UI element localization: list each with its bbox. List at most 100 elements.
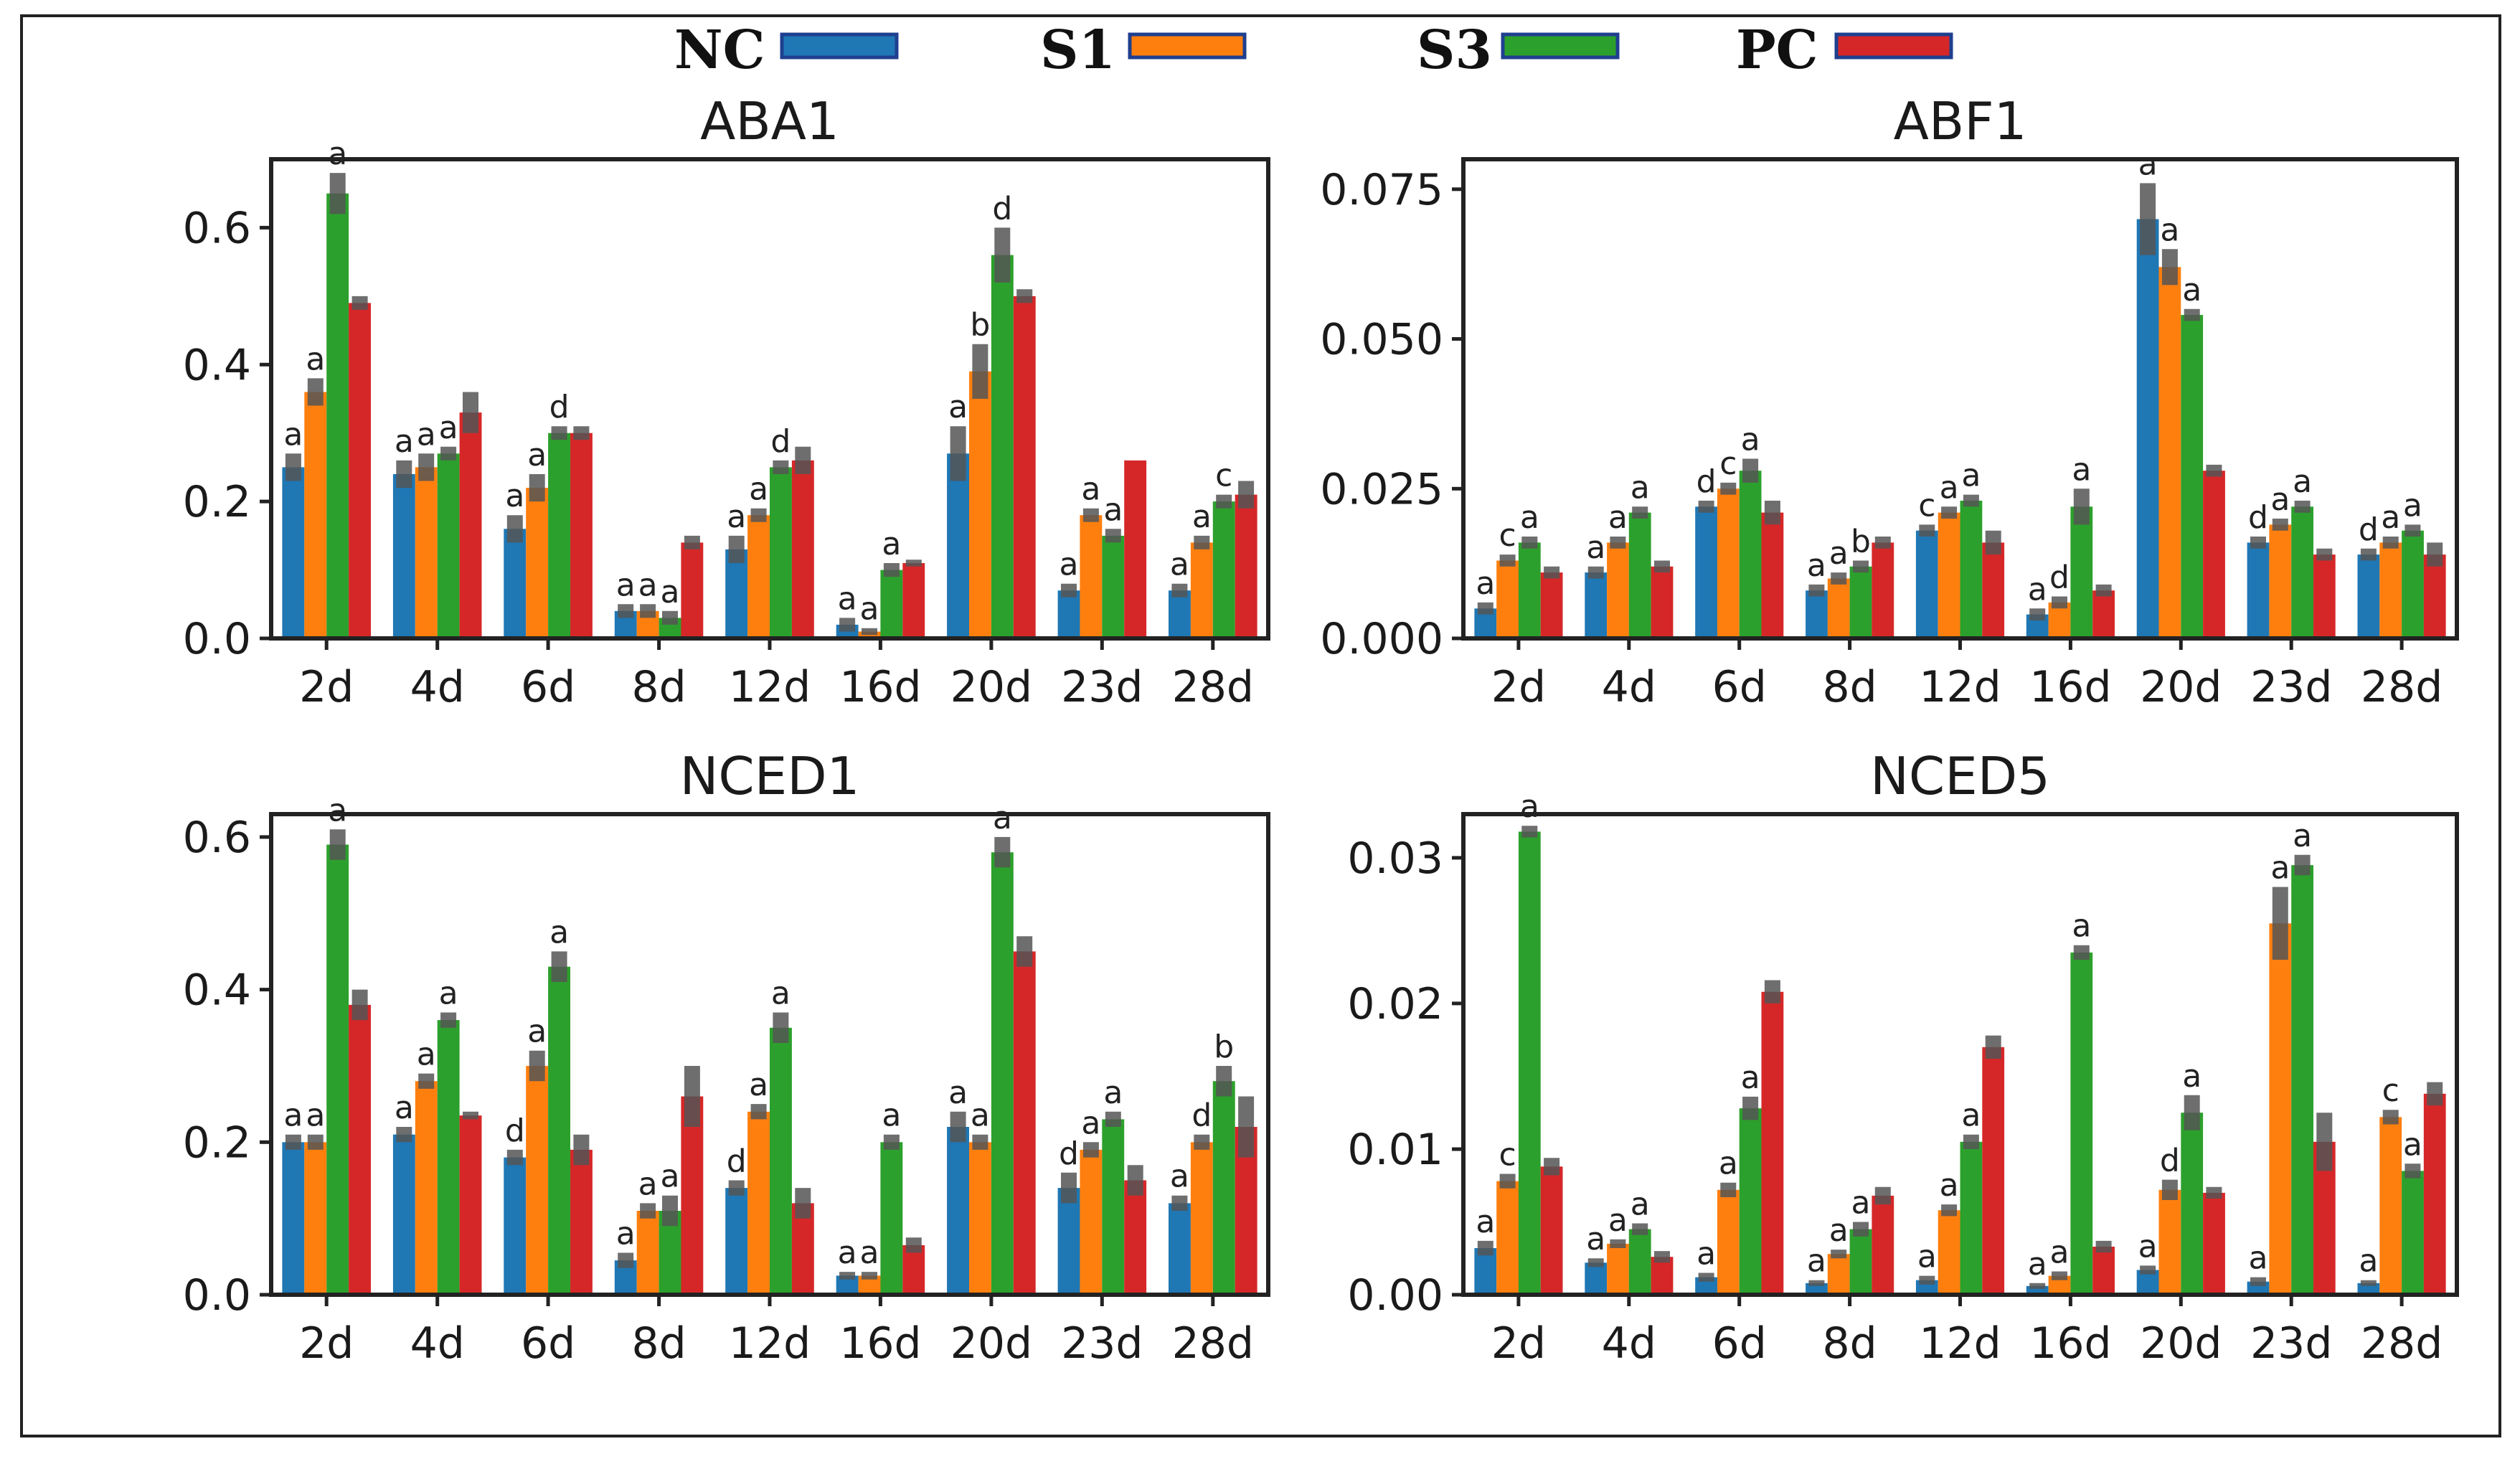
bar-aba1-pc-12d (791, 460, 814, 638)
bar-nced5-s1-2d (1496, 1181, 1519, 1295)
bar-abf1-pc-2d (1540, 572, 1563, 638)
bar-abf1-s3-16d (2070, 506, 2093, 638)
sig-label-nced1-s1-20d: a (971, 1097, 990, 1134)
sig-label-abf1-s3-23d: a (2293, 463, 2312, 500)
sig-label-nced5-nc-6d: a (1696, 1236, 1716, 1273)
legend-swatch-pc (1834, 32, 1953, 60)
ytick-label-nced5: 0.00 (1347, 1270, 1443, 1321)
sig-label-abf1-s1-8d: a (1829, 535, 1849, 572)
bar-nced5-pc-2d (1540, 1166, 1563, 1295)
xtick-label-nced1-23d: 23d (1061, 1318, 1143, 1369)
ytick-label-abf1: 0.025 (1320, 464, 1443, 514)
bar-aba1-pc-6d (570, 433, 593, 638)
xtick-label-nced5-16d: 16d (2029, 1318, 2111, 1369)
ytick-label-aba1: 0.0 (183, 614, 251, 664)
sig-label-abf1-nc-12d: c (1918, 487, 1935, 524)
sig-label-nced5-nc-2d: a (1476, 1204, 1495, 1240)
bar-aba1-pc-8d (681, 542, 704, 638)
sig-label-abf1-s3-2d: a (1520, 499, 1539, 536)
sig-label-aba1-nc-23d: a (1060, 547, 1079, 583)
bar-nced5-pc-16d (2092, 1247, 2115, 1295)
bar-nced1-s1-23d (1080, 1149, 1103, 1295)
sig-label-abf1-s3-12d: a (1961, 458, 1981, 494)
bar-aba1-s1-16d (858, 631, 881, 638)
sig-label-aba1-s1-12d: a (749, 471, 768, 508)
bar-aba1-s3-6d (548, 433, 570, 638)
sig-label-nced5-s1-4d: a (1608, 1202, 1628, 1239)
sig-label-nced1-s3-8d: a (661, 1158, 680, 1195)
bar-nced1-s3-2d (326, 844, 349, 1295)
bar-nced5-s1-20d (2158, 1189, 2181, 1295)
sig-label-abf1-nc-6d: d (1696, 463, 1717, 500)
legend-label-s3: S3 (1417, 19, 1492, 81)
sig-label-nced5-s1-28d: c (2382, 1072, 2399, 1109)
bar-abf1-nc-6d (1695, 506, 1717, 638)
sig-label-nced5-nc-28d: a (2359, 1243, 2378, 1280)
panel-title-aba1: ABA1 (700, 91, 839, 151)
bar-nced5-s3-2d (1518, 831, 1541, 1295)
sig-label-nced1-s1-23d: a (1081, 1105, 1100, 1141)
bar-abf1-s1-12d (1938, 512, 1960, 638)
sig-label-abf1-nc-28d: d (2359, 511, 2379, 548)
sig-label-nced5-s1-2d: c (1499, 1137, 1516, 1174)
sig-label-nced5-s3-4d: a (1631, 1186, 1650, 1223)
bar-abf1-pc-6d (1761, 512, 1784, 638)
bar-abf1-s3-2d (1518, 542, 1541, 638)
xtick-label-abf1-4d: 4d (1602, 662, 1656, 712)
bar-aba1-nc-6d (504, 529, 527, 638)
bar-nced5-s3-23d (2291, 865, 2313, 1295)
bar-nced5-s3-12d (1960, 1141, 1983, 1295)
xtick-label-nced1-12d: 12d (729, 1318, 811, 1369)
xtick-label-abf1-12d: 12d (1919, 662, 2001, 712)
bar-nced1-s3-28d (1212, 1081, 1235, 1295)
bar-abf1-s3-12d (1960, 501, 1983, 638)
panel-title-nced1: NCED1 (680, 746, 860, 806)
sig-label-abf1-nc-2d: a (1476, 565, 1495, 602)
bar-abf1-pc-4d (1651, 566, 1674, 638)
bar-nced1-pc-16d (902, 1245, 925, 1295)
xtick-label-nced5-8d: 8d (1822, 1318, 1877, 1369)
sig-label-nced1-s3-16d: a (882, 1097, 901, 1134)
bar-nced1-nc-4d (392, 1134, 415, 1295)
bar-abf1-s1-20d (2158, 267, 2181, 638)
bar-nced1-s1-6d (526, 1066, 549, 1295)
bar-nced5-nc-2d (1474, 1248, 1497, 1295)
sig-label-nced1-nc-12d: d (727, 1143, 747, 1180)
sig-label-nced1-s1-2d: a (306, 1097, 325, 1134)
bar-aba1-s3-4d (437, 453, 460, 638)
ytick-label-nced5: 0.02 (1347, 979, 1443, 1029)
sig-label-nced5-s3-20d: a (2182, 1058, 2202, 1095)
sig-label-aba1-s3-6d: d (549, 389, 570, 425)
ytick-label-abf1: 0.000 (1320, 614, 1443, 664)
ytick-label-abf1: 0.050 (1320, 315, 1443, 365)
xtick-label-nced1-4d: 4d (410, 1318, 465, 1369)
xtick-label-nced1-16d: 16d (839, 1318, 921, 1369)
sig-label-nced1-s1-16d: a (860, 1234, 879, 1271)
xtick-label-abf1-20d: 20d (2140, 662, 2222, 712)
xtick-label-nced5-6d: 6d (1712, 1318, 1767, 1369)
bar-nced5-pc-12d (1982, 1047, 2005, 1295)
sig-label-nced5-nc-16d: a (2028, 1246, 2047, 1283)
bar-nced1-s1-8d (636, 1211, 659, 1295)
sig-label-aba1-s3-16d: a (882, 526, 901, 562)
bar-abf1-nc-8d (1806, 590, 1828, 638)
ytick-label-nced1: 0.0 (183, 1270, 251, 1321)
sig-label-aba1-s3-4d: a (439, 410, 458, 446)
bar-abf1-s3-23d (2291, 506, 2313, 638)
bar-nced5-s1-28d (2379, 1117, 2402, 1295)
sig-label-abf1-nc-4d: a (1586, 529, 1605, 566)
xtick-label-aba1-20d: 20d (950, 662, 1032, 712)
sig-label-aba1-nc-4d: a (395, 423, 414, 460)
sig-label-aba1-nc-8d: a (616, 567, 636, 603)
bar-aba1-nc-20d (947, 453, 969, 638)
bar-aba1-s1-4d (415, 467, 438, 638)
bar-nced5-s3-28d (2402, 1171, 2424, 1295)
bar-aba1-pc-4d (459, 412, 482, 638)
bar-nced1-nc-12d (725, 1188, 748, 1295)
sig-label-aba1-s1-28d: a (1192, 499, 1212, 535)
bar-abf1-pc-20d (2203, 471, 2225, 638)
bar-aba1-pc-2d (349, 303, 371, 638)
sig-label-aba1-s1-4d: a (417, 416, 436, 453)
